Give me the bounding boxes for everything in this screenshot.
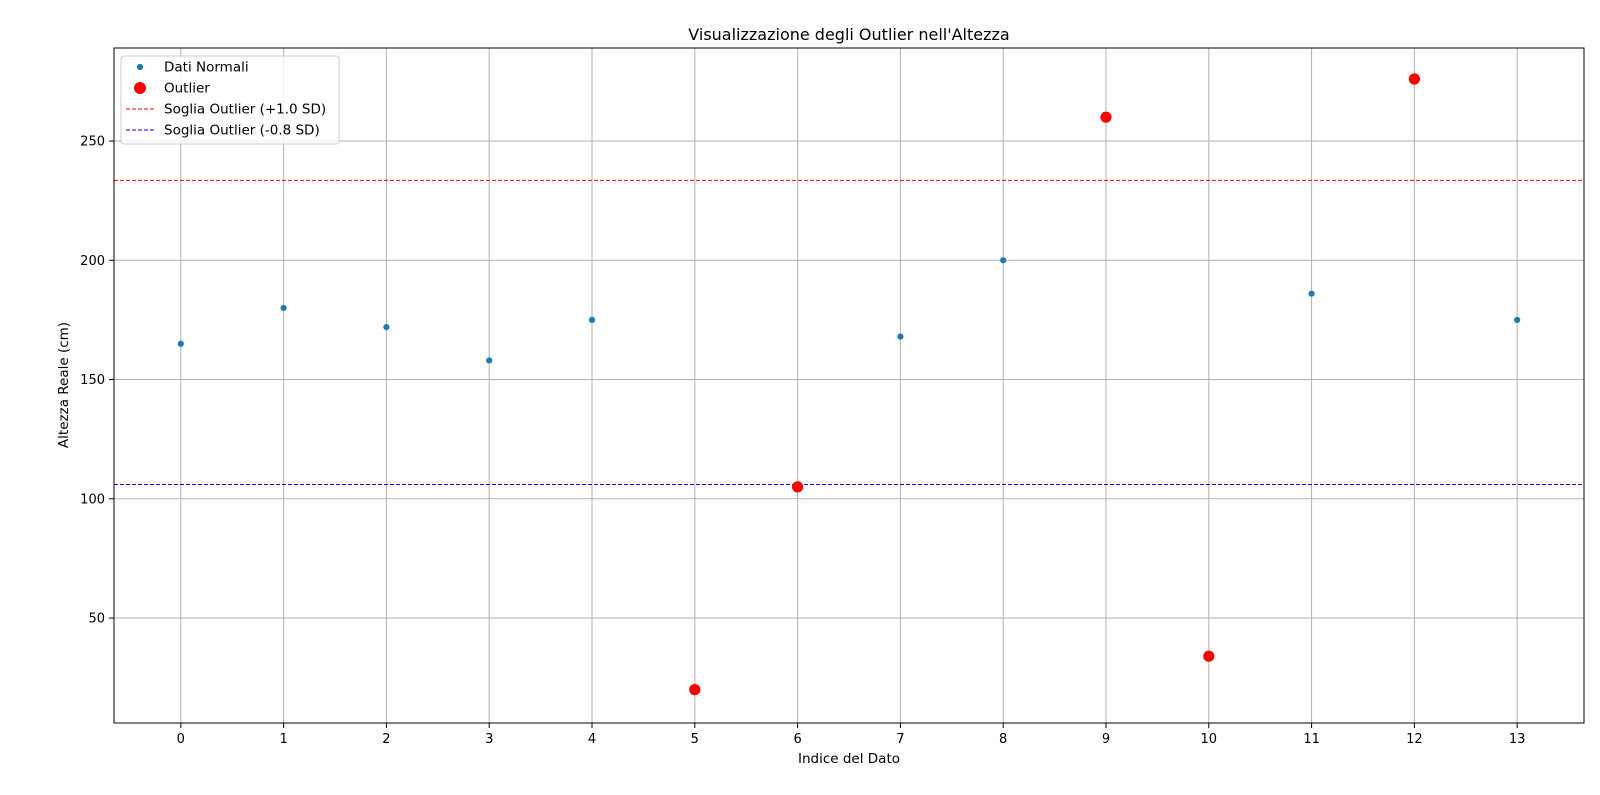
x-tick-label: 10 xyxy=(1201,732,1218,747)
x-tick-label: 5 xyxy=(691,732,699,747)
x-tick-label: 4 xyxy=(588,732,596,747)
normal-point xyxy=(383,323,390,331)
x-tick-label: 6 xyxy=(793,732,801,747)
points-layer xyxy=(177,73,1521,696)
normal-point xyxy=(1514,316,1521,324)
y-tick-label: 50 xyxy=(88,612,105,627)
y-tick-label: 250 xyxy=(80,135,105,150)
normal-point xyxy=(177,340,184,347)
threshold-layer xyxy=(114,179,1584,485)
x-tick-label: 7 xyxy=(896,732,904,747)
x-tick-label: 12 xyxy=(1406,732,1423,747)
x-axis-title: Indice del Dato xyxy=(798,751,900,767)
legend-label: Outlier xyxy=(164,81,210,97)
legend: Dati Normali Outlier Soglia Outlier (+1.0 … xyxy=(120,55,340,145)
outlier-point xyxy=(689,684,701,696)
x-tick-label: 0 xyxy=(177,732,185,747)
outlier-point xyxy=(1408,73,1420,85)
legend-point-marker xyxy=(136,63,144,71)
x-tick-label: 13 xyxy=(1509,732,1526,747)
x-tick-label: 3 xyxy=(485,732,493,747)
outlier-point xyxy=(1100,111,1112,123)
legend-label: Soglia Outlier (-0.8 SD) xyxy=(164,123,320,139)
normal-point xyxy=(280,304,287,312)
x-tick-label: 11 xyxy=(1303,732,1320,747)
normal-point xyxy=(486,357,493,364)
y-tick-label: 100 xyxy=(80,492,105,507)
chart-title: Visualizzazione degli Outlier nell'Altez… xyxy=(688,25,1009,44)
legend-label: Dati Normali xyxy=(164,60,249,76)
legend-box xyxy=(120,55,340,145)
x-tick-label: 8 xyxy=(999,732,1007,747)
grid-layer xyxy=(114,48,1584,723)
outlier-point xyxy=(1203,650,1215,662)
normal-point xyxy=(1000,257,1007,264)
legend-label: Soglia Outlier (+1.0 SD) xyxy=(164,102,326,118)
outlier-point xyxy=(792,481,804,493)
y-axis-title: Altezza Reale (cm) xyxy=(56,322,72,448)
normal-point xyxy=(1308,290,1315,297)
x-tick-label: 2 xyxy=(382,732,390,747)
plot-frame xyxy=(113,47,1585,724)
normal-point xyxy=(588,316,596,324)
normal-point xyxy=(897,333,904,340)
y-tick-label: 200 xyxy=(80,254,105,269)
legend-point-marker xyxy=(134,82,146,94)
x-tick-label: 1 xyxy=(279,732,287,747)
x-tick-label: 9 xyxy=(1102,732,1110,747)
y-tick-label: 150 xyxy=(80,373,105,388)
